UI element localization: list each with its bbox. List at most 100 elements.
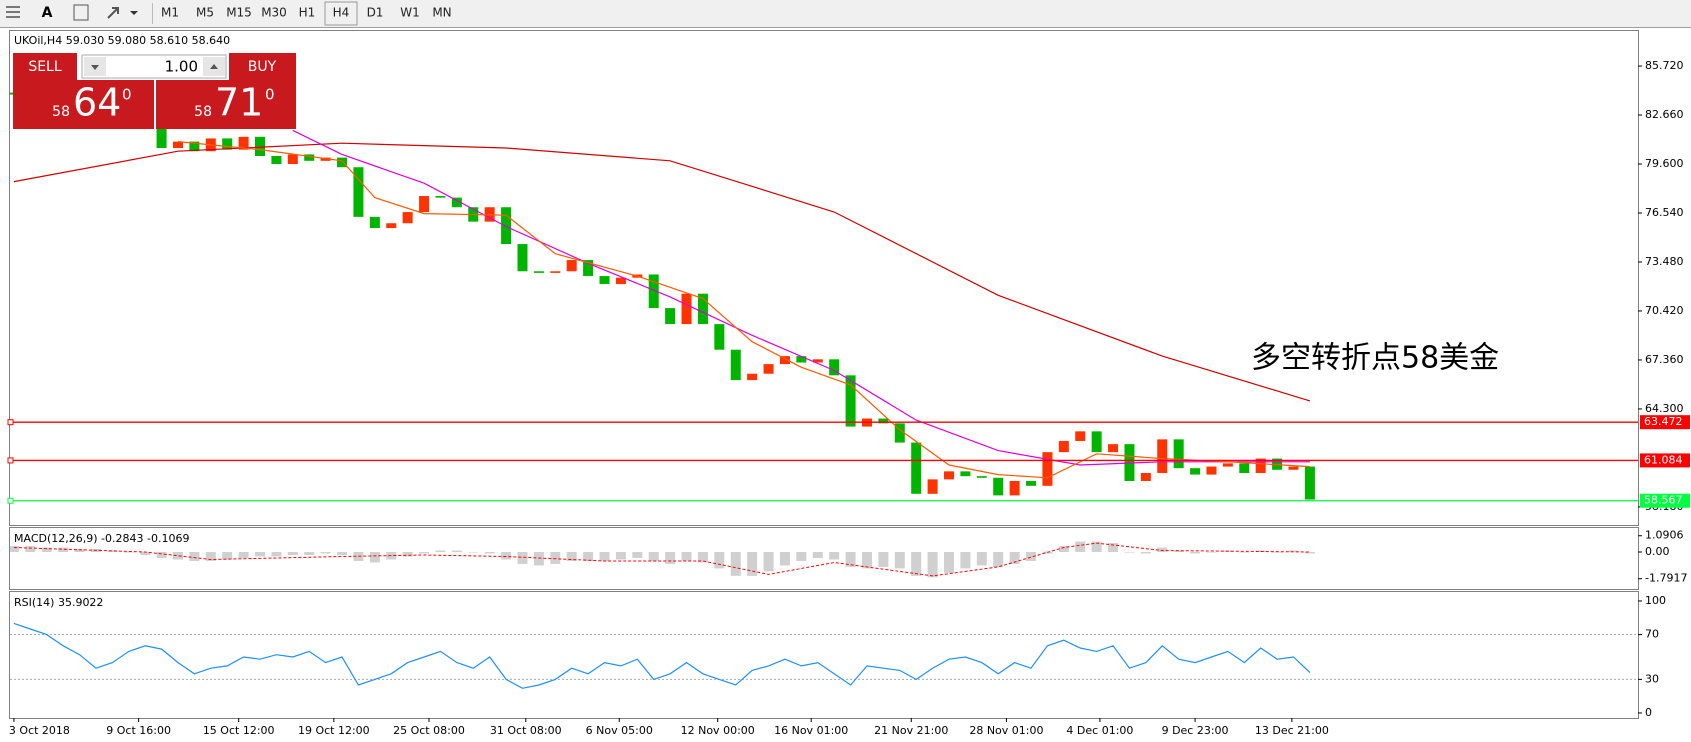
buy-price-big: 58 xyxy=(194,104,212,120)
macd-bar xyxy=(812,552,823,558)
macd-bar xyxy=(1190,552,1201,554)
candle-body xyxy=(796,356,807,363)
sell-price-box[interactable] xyxy=(13,80,154,129)
sell-label[interactable]: SELL xyxy=(28,59,62,75)
y-tick-label: 30 xyxy=(1645,672,1659,685)
candle-body xyxy=(944,471,955,480)
y-tick-label: 73.480 xyxy=(1645,255,1684,268)
candle-body xyxy=(1206,466,1217,475)
macd-bar xyxy=(1288,550,1299,553)
macd-bar xyxy=(419,552,430,554)
macd-bar xyxy=(140,552,151,555)
sell-price-big: 58 xyxy=(52,104,70,120)
level-label-bg xyxy=(1640,453,1690,468)
candle-body xyxy=(730,349,741,381)
buy-price-pips: 71 xyxy=(215,81,263,125)
x-tick-label: 15 Oct 12:00 xyxy=(203,724,275,737)
macd-bar xyxy=(41,547,52,553)
macd-bar xyxy=(451,550,462,553)
macd-bar xyxy=(583,552,594,561)
macd-bar xyxy=(894,552,905,569)
candle-body xyxy=(156,128,167,149)
arrow-up xyxy=(210,64,218,69)
macd-bar xyxy=(599,552,610,561)
macd-bar xyxy=(369,552,380,563)
candle-body xyxy=(1304,466,1315,500)
timeframe[interactable]: H1 xyxy=(299,6,316,20)
candle-body xyxy=(435,196,446,198)
rsi-line xyxy=(13,622,1311,689)
macd-bar xyxy=(1206,552,1217,553)
macd-bar xyxy=(1304,552,1315,554)
macd-bar xyxy=(1058,546,1069,553)
buy-button[interactable] xyxy=(229,53,296,80)
timeframe[interactable]: M30 xyxy=(261,6,287,20)
macd-bar xyxy=(123,552,134,553)
macd-bar xyxy=(468,552,479,553)
y-tick-label: 100 xyxy=(1645,594,1666,607)
rsi-title: RSI(14) 35.9022 xyxy=(14,596,103,609)
candle-body xyxy=(1042,452,1053,486)
macd-bar xyxy=(10,546,19,553)
buy-label[interactable]: BUY xyxy=(248,59,277,75)
macd-bar xyxy=(1140,552,1151,554)
toolbar-icon[interactable] xyxy=(73,4,89,21)
moving-average xyxy=(13,142,1311,402)
macd-bar xyxy=(1124,552,1135,553)
y-tick-label: 76.540 xyxy=(1645,206,1684,219)
candle-body xyxy=(1140,472,1151,481)
sell-button[interactable] xyxy=(13,53,77,80)
macd-bar xyxy=(648,552,659,561)
macd-bar xyxy=(517,552,528,564)
candle-body xyxy=(386,223,397,229)
sell-price-frac: 0 xyxy=(122,86,132,104)
timeframe[interactable]: M1 xyxy=(161,6,179,20)
toolbar-icon[interactable] xyxy=(107,7,119,19)
candle-body xyxy=(1091,431,1102,453)
macd-bar xyxy=(1108,543,1119,553)
macd-bar xyxy=(1157,547,1168,553)
y-tick-label: 64.300 xyxy=(1645,402,1684,415)
candle-body xyxy=(320,157,331,161)
moving-average xyxy=(177,141,1310,479)
candle-body xyxy=(894,423,905,443)
macd-bar xyxy=(1009,552,1020,564)
dropdown-arrow[interactable] xyxy=(130,11,138,15)
y-tick-label: 67.360 xyxy=(1645,353,1684,366)
annotation: 多空转折点58美金 xyxy=(1251,341,1499,376)
text-tool[interactable]: A xyxy=(42,5,53,21)
volume-value[interactable]: 1.00 xyxy=(165,58,198,76)
timeframe[interactable]: M5 xyxy=(196,6,214,20)
candle-body xyxy=(763,364,774,374)
candle-body xyxy=(1173,439,1184,469)
x-tick-label: 25 Oct 08:00 xyxy=(393,724,465,737)
candle-body xyxy=(189,141,200,152)
x-tick-label: 19 Oct 12:00 xyxy=(298,724,370,737)
macd-bar xyxy=(845,552,856,567)
macd-bar xyxy=(189,552,200,561)
candle-body xyxy=(566,260,577,272)
timeframe[interactable]: D1 xyxy=(367,6,384,20)
y-tick-label: 0.00 xyxy=(1645,545,1670,558)
level-label-bg xyxy=(1640,415,1690,430)
y-tick-label: 85.720 xyxy=(1645,59,1684,72)
macd-bar xyxy=(1272,552,1283,553)
trade-panel: SELL 1.00 BUY 58 64 0 58 71 0 xyxy=(13,53,296,129)
timeframe[interactable]: MN xyxy=(432,6,451,20)
timeframe[interactable]: W1 xyxy=(400,6,420,20)
candle-body xyxy=(1108,444,1119,453)
macd-bar xyxy=(714,552,725,569)
macd-bar xyxy=(205,552,216,561)
macd-bar xyxy=(960,552,971,569)
volume-box[interactable] xyxy=(81,54,227,79)
candle-body xyxy=(1157,439,1168,473)
macd-bar xyxy=(1239,552,1250,553)
candle-body xyxy=(419,196,430,213)
timeframe[interactable]: H4 xyxy=(333,6,350,20)
level-end xyxy=(7,457,14,464)
buy-price-box[interactable] xyxy=(156,80,296,129)
candle-body xyxy=(222,138,233,150)
macd-bar xyxy=(665,552,676,564)
candle-body xyxy=(648,274,659,309)
timeframe[interactable]: M15 xyxy=(226,6,252,20)
